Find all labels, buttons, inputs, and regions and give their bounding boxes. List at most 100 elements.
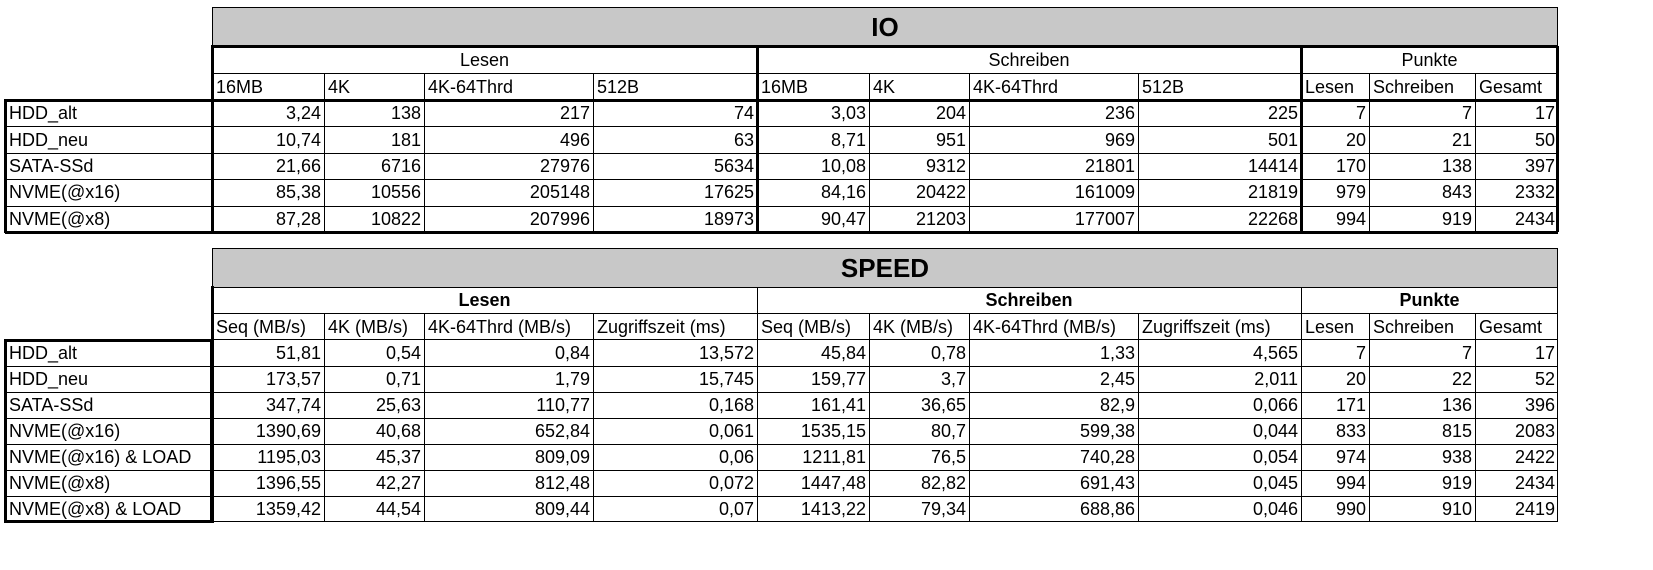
speed-table-cell: 36,65	[920, 395, 966, 415]
io-table-cell: 17625	[703, 182, 754, 203]
speed-column-header: Zugriffszeit (ms)	[1142, 316, 1271, 337]
speed-table-cell: 1447,48	[800, 473, 866, 493]
io-table-cell: 205148	[529, 182, 590, 203]
io-table-cell: 9312	[925, 155, 966, 176]
speed-table-cell: 0,044	[1252, 421, 1298, 441]
grid-line	[324, 313, 325, 522]
io-table-cell: 87,28	[275, 208, 321, 229]
io-table-cell: 181	[390, 129, 421, 150]
speed-table-cell: 51,81	[275, 343, 321, 363]
io-table-cell: 994	[1335, 208, 1366, 229]
io-table-cell: 843	[1441, 182, 1472, 203]
speed-title: SPEED	[212, 248, 1558, 287]
speed-table-cell: 740,28	[1079, 447, 1135, 467]
speed-table-cell: 52	[1534, 369, 1555, 389]
speed-table-cell: 938	[1441, 447, 1472, 467]
io-row-label: SATA-SSd	[9, 155, 94, 176]
grid-line	[869, 313, 870, 522]
speed-table-cell: 79,34	[920, 499, 966, 519]
speed-table-cell: 688,86	[1079, 499, 1135, 519]
speed-column-header: Seq (MB/s)	[761, 316, 852, 337]
grid-line	[1557, 7, 1558, 46]
io-column-header: Lesen	[1305, 76, 1355, 97]
io-row-label: HDD_neu	[9, 129, 89, 150]
speed-table-cell: 2422	[1514, 447, 1555, 467]
speed-column-header: 4K-64Thrd (MB/s)	[973, 316, 1117, 337]
grid-line	[1138, 313, 1139, 522]
speed-table-cell: 0,84	[554, 343, 590, 363]
io-table-cell: 138	[390, 103, 421, 124]
speed-table-cell: 42,27	[375, 473, 421, 493]
speed-table-cell: 44,54	[375, 499, 421, 519]
speed-table-cell: 990	[1335, 499, 1366, 519]
io-table-cell: 21203	[915, 208, 966, 229]
grid-line	[5, 521, 1558, 522]
speed-table-cell: 0,046	[1252, 499, 1298, 519]
io-table-cell: 27976	[539, 155, 590, 176]
io-table-cell: 204	[935, 103, 966, 124]
io-table-cell: 207996	[529, 208, 590, 229]
speed-table-cell: 691,43	[1079, 473, 1135, 493]
speed-table-cell: 599,38	[1079, 421, 1135, 441]
io-column-header: 512B	[1142, 76, 1185, 97]
speed-table-cell: 396	[1524, 395, 1555, 415]
io-group-header: Lesen	[459, 49, 510, 70]
speed-table-cell: 1,79	[554, 369, 590, 389]
speed-table-cell: 0,061	[708, 421, 754, 441]
grid-line	[1369, 313, 1370, 522]
grid-line	[869, 73, 870, 232]
io-table-cell: 17	[1534, 103, 1555, 124]
speed-table-cell: 0,07	[718, 499, 754, 519]
grid-line	[212, 7, 1558, 8]
io-title: IO	[212, 7, 1558, 46]
grid-line	[5, 470, 1558, 471]
grid-line	[1300, 46, 1303, 232]
speed-table-cell: 7	[1355, 343, 1366, 363]
speed-table-cell: 45,84	[820, 343, 866, 363]
io-row-label: HDD_alt	[9, 103, 78, 124]
io-table-cell: 10822	[370, 208, 421, 229]
grid-line	[756, 46, 759, 232]
speed-table-cell: 22	[1451, 369, 1472, 389]
speed-table-cell: 0,072	[708, 473, 754, 493]
grid-line	[5, 392, 1558, 393]
speed-column-header: 4K-64Thrd (MB/s)	[428, 316, 572, 337]
io-table-cell: 21	[1451, 129, 1472, 150]
speed-row-label: NVME(@x16)	[9, 421, 121, 441]
speed-table-cell: 0,06	[718, 447, 754, 467]
speed-table-cell: 4,565	[1252, 343, 1298, 363]
label-box	[4, 339, 7, 523]
speed-table-cell: 2,011	[1254, 369, 1298, 389]
speed-group-header: Lesen	[458, 290, 511, 310]
io-table-cell: 10,74	[275, 129, 321, 150]
speed-table-cell: 1396,55	[255, 473, 321, 493]
speed-table-cell: 833	[1335, 421, 1366, 441]
grid-line	[1557, 287, 1558, 522]
speed-table-cell: 136	[1441, 395, 1472, 415]
grid-line	[5, 152, 1558, 154]
speed-table-cell: 40,68	[375, 421, 421, 441]
io-table-cell: 7	[1461, 103, 1472, 124]
speed-table-cell: 159,77	[810, 369, 866, 389]
speed-table-cell: 171	[1335, 395, 1366, 415]
grid-line	[5, 231, 1558, 234]
io-table-cell: 14414	[1247, 155, 1298, 176]
speed-table-cell: 812,48	[534, 473, 590, 493]
speed-table-cell: 3,7	[940, 369, 966, 389]
speed-row-label: NVME(@x16) & LOAD	[9, 447, 192, 467]
grid-line	[1301, 287, 1302, 522]
grid-line	[757, 287, 758, 522]
speed-table-cell: 82,9	[1099, 395, 1135, 415]
io-group-header: Schreiben	[988, 49, 1070, 70]
speed-group-header: Schreiben	[985, 290, 1073, 310]
label-box	[210, 339, 213, 523]
speed-table-cell: 0,054	[1252, 447, 1298, 467]
speed-row-label: HDD_alt	[9, 343, 78, 363]
io-table-cell: 496	[559, 129, 590, 150]
grid-line	[5, 205, 1558, 207]
speed-table-cell: 974	[1335, 447, 1366, 467]
io-table-cell: 21801	[1084, 155, 1135, 176]
grid-line	[212, 248, 213, 287]
io-table-cell: 969	[1104, 129, 1135, 150]
grid-line	[324, 73, 325, 232]
